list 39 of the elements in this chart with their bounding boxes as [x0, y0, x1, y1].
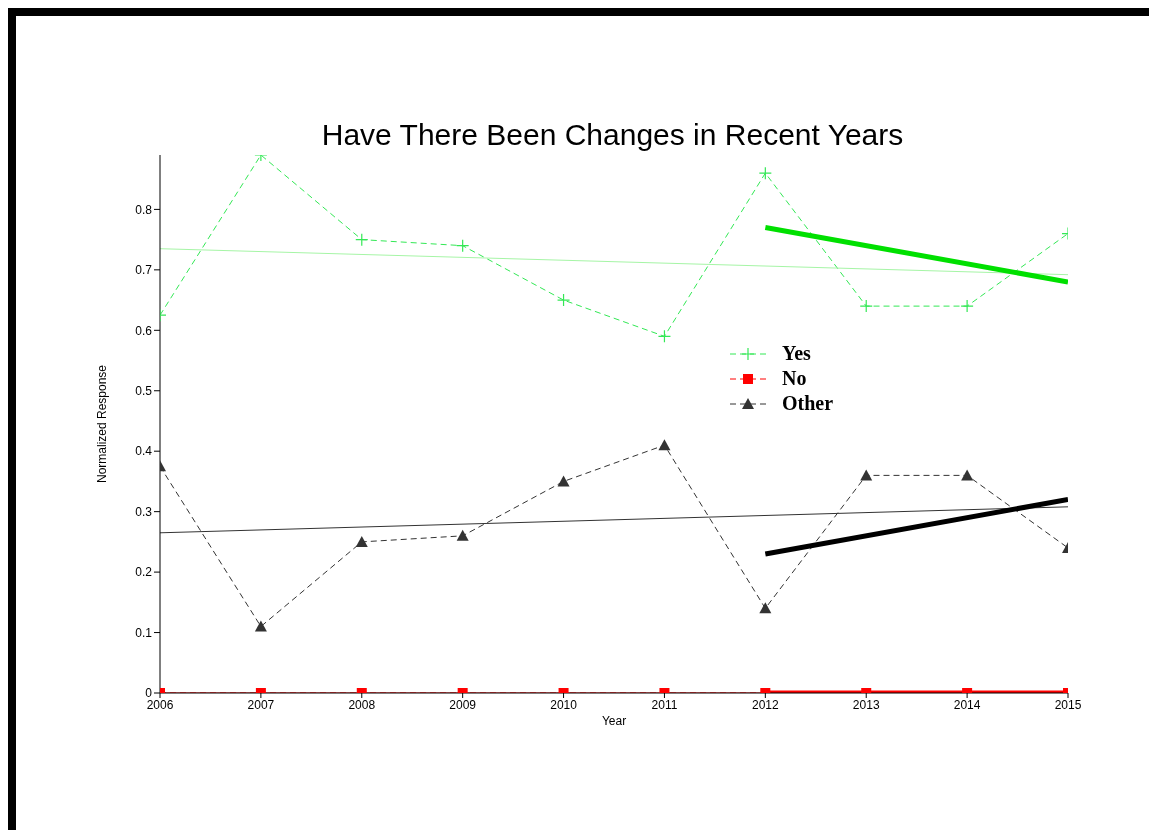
- point: [657, 329, 672, 343]
- legend-label: No: [782, 367, 807, 390]
- y-axis-title: Normalized Response: [95, 364, 110, 484]
- point: [456, 529, 469, 541]
- x-tick-label: 2007: [247, 697, 275, 712]
- y-tick-label: 0.8: [135, 202, 153, 217]
- x-axis-title: Year: [601, 714, 627, 728]
- point: [658, 439, 671, 451]
- y-tick-label: 0.5: [135, 384, 153, 399]
- point: [961, 469, 974, 481]
- x-tick-label: 2010: [550, 697, 578, 712]
- x-tick-label: 2012: [751, 697, 779, 712]
- x-tick-label: 2015: [1054, 697, 1082, 712]
- legend-label: Other: [782, 392, 834, 415]
- point: [960, 299, 974, 313]
- x-tick-label: 2014: [953, 697, 981, 712]
- point: [355, 535, 368, 547]
- legend-label: Yes: [782, 342, 811, 365]
- y-tick-label: 0.6: [135, 323, 153, 338]
- x-tick-label: 2013: [852, 697, 880, 712]
- point: [859, 299, 873, 313]
- x-tick-label: 2009: [449, 697, 477, 712]
- chart-title: Have There Been Changes in Recent Years: [320, 118, 905, 152]
- y-tick-label: 0.3: [135, 504, 153, 519]
- point: [758, 166, 772, 180]
- point: [254, 620, 267, 632]
- y-tick-label: 0.4: [135, 444, 153, 459]
- page-frame: Have There Been Changes in Recent Years 2006 2007 2008 2009 2010 2011 2012 2013 2014 2015 Year 0 0.1 0.2 0.3 0.4 0.5 0.6 0.7 0.8 Normalized Response Yes No Other: [8, 8, 1149, 830]
- x-tick-label: 2008: [348, 697, 376, 712]
- y-tick-label: 0.2: [135, 565, 153, 580]
- point: [557, 475, 570, 487]
- y-tick-label: 0.1: [135, 625, 153, 640]
- point: [456, 239, 470, 253]
- point: [860, 469, 873, 481]
- point: [759, 602, 772, 614]
- x-tick-label: 2011: [651, 697, 678, 712]
- point: [355, 233, 369, 247]
- point: [556, 293, 571, 307]
- y-tick-label: 0.7: [135, 263, 153, 278]
